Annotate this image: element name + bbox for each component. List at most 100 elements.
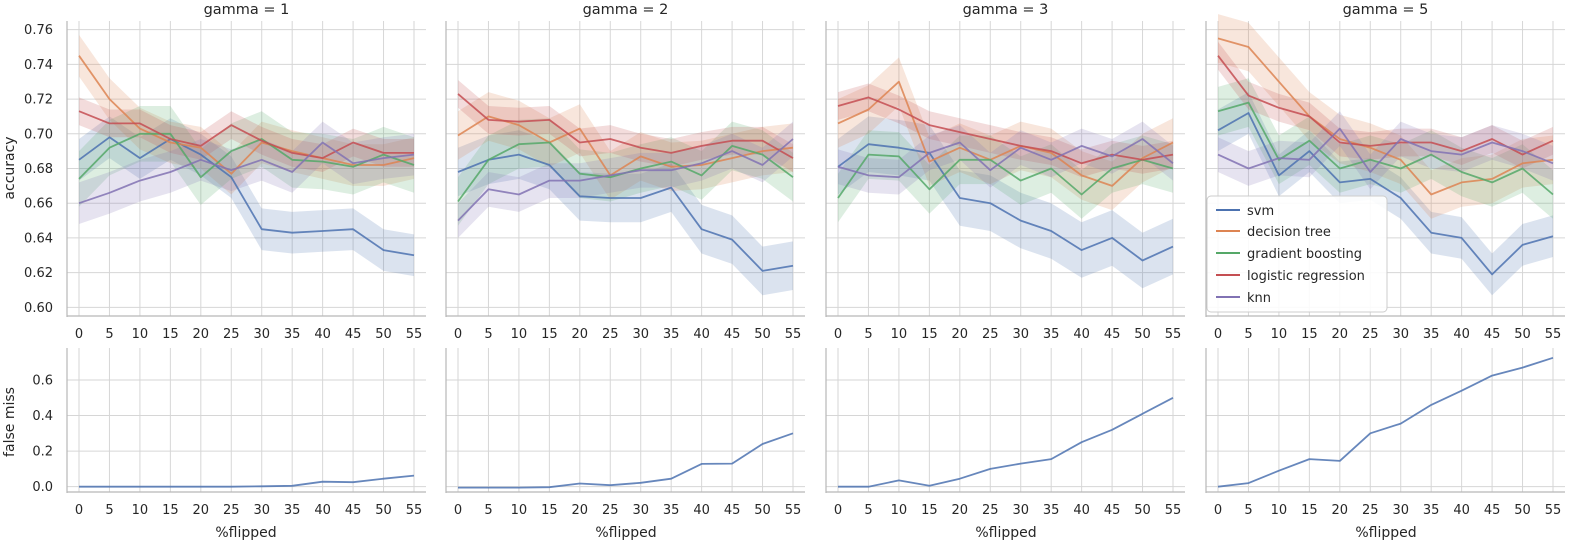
x-tick-label: 40: [314, 503, 331, 518]
x-tick-label: 50: [375, 503, 392, 518]
panel-title-3: gamma = 3: [963, 2, 1049, 18]
line-false-miss: [79, 474, 415, 488]
line-decision-tree: [457, 115, 794, 177]
x-tick-label: 15: [541, 503, 558, 518]
x-tick-label: 5: [105, 327, 113, 342]
x-tick-label: 40: [1453, 327, 1470, 342]
x-tick-label: 55: [406, 327, 423, 342]
line-logistic-regression: [78, 110, 414, 160]
x-tick-label: 15: [921, 327, 938, 342]
x-tick-label: 50: [754, 503, 771, 518]
top-panel-2: 0 5 10 15 20 25 30 35 40 45 50 55: [445, 21, 805, 342]
x-tick-label: 5: [105, 503, 113, 518]
band-logistic-regression: [458, 80, 793, 172]
line-decision-tree: [1217, 37, 1554, 196]
x-tick-label: 40: [314, 327, 331, 342]
line-logistic-regression: [1217, 55, 1554, 156]
y-tick-label: 0.66: [24, 197, 53, 212]
line-gradient-boosting: [78, 132, 415, 180]
x-tick-label: 5: [864, 327, 872, 342]
line-logistic-regression: [457, 93, 794, 159]
y-tick-label: 0.2: [32, 445, 53, 460]
false-miss-y-axis-label: false miss: [2, 387, 18, 457]
x-tick-label: 15: [1301, 503, 1318, 518]
bottom-panel-1: 0.0 0.2 0.4 0.6 0 5 10 15 20 25 30 35 40 45 50 55: [32, 348, 426, 518]
y-tick-label: 0.64: [24, 231, 53, 246]
x-tick-label: 35: [663, 327, 680, 342]
x-tick-label: 25: [223, 503, 240, 518]
legend-box: [1206, 195, 1388, 313]
x-tick-label: 45: [345, 327, 362, 342]
x-tick-label: 25: [223, 327, 240, 342]
x-tick-label: 40: [1453, 503, 1470, 518]
x-tick-label: 35: [284, 503, 301, 518]
y-tick-label: 0.72: [24, 93, 53, 108]
x-tick-label: 55: [406, 503, 423, 518]
x-tick-label: 5: [1244, 503, 1252, 518]
legend-label-decision-tree: decision tree: [1247, 225, 1331, 240]
line-knn: [1217, 127, 1554, 173]
top-panel-3: 0 5 10 15 20 25 30 35 40 45 50 55: [825, 21, 1185, 342]
x-tick-label: 15: [541, 327, 558, 342]
x-tick-label: 50: [1134, 503, 1151, 518]
band-svm: [458, 130, 793, 296]
x-tick-label: 40: [1073, 327, 1090, 342]
x-tick-label: 25: [982, 503, 999, 518]
y-tick-label: 0.6: [32, 374, 53, 389]
bottom-panel-3: 0 5 10 15 20 25 30 35 40 45 50 55: [825, 348, 1185, 518]
x-tick-label: 10: [891, 327, 908, 342]
band-gradient-boosting: [79, 106, 414, 207]
x-tick-label: 55: [785, 327, 802, 342]
x-tick-label: 40: [1073, 503, 1090, 518]
x-tick-label: 20: [1332, 327, 1349, 342]
x-tick-label: 45: [1484, 503, 1501, 518]
x-tick-label: 35: [1423, 503, 1440, 518]
x-tick-label: 10: [511, 503, 528, 518]
x-tick-label: 30: [253, 327, 270, 342]
y-tick-label: 0.4: [32, 409, 53, 424]
legend-label-knn: knn: [1247, 291, 1271, 306]
x-tick-label: 5: [484, 327, 492, 342]
legend-label-gradient-boosting: gradient boosting: [1247, 247, 1362, 262]
line-knn: [457, 138, 794, 222]
x-tick-label: 10: [1271, 503, 1288, 518]
band-knn: [458, 121, 793, 238]
x-tick-label: 55: [1165, 503, 1182, 518]
y-tick-label: 0.68: [24, 162, 53, 177]
x-tick-label: 30: [253, 503, 270, 518]
x-tick-label: 0: [1214, 503, 1222, 518]
x-tick-label: 25: [1362, 327, 1379, 342]
x-tick-label: 30: [1392, 327, 1409, 342]
x-tick-label: 15: [921, 503, 938, 518]
x-tick-label: 25: [602, 503, 619, 518]
x-tick-label: 0: [75, 327, 83, 342]
legend-label-logistic-regression: logistic regression: [1247, 269, 1365, 284]
plot-area: gamma = 10.600.620.640.660.680.700.720.7…: [24, 2, 1565, 518]
x-tick-label: 35: [663, 503, 680, 518]
x-tick-label: 5: [1244, 327, 1252, 342]
x-tick-label: 15: [162, 503, 179, 518]
line-knn: [837, 138, 1174, 179]
x-tick-label: 55: [785, 503, 802, 518]
x-tick-label: 45: [724, 327, 741, 342]
band-decision-tree: [1218, 14, 1553, 219]
x-tick-label: 10: [132, 327, 149, 342]
x-tick-label: 45: [724, 503, 741, 518]
x-tick-label: 50: [754, 327, 771, 342]
line-false-miss: [1217, 356, 1554, 488]
x-tick-label: 35: [1043, 327, 1060, 342]
x-tick-label: 5: [484, 503, 492, 518]
x-tick-label: 30: [632, 503, 649, 518]
x-tick-label: 45: [1484, 327, 1501, 342]
x-tick-label: 20: [1332, 503, 1349, 518]
legend-label-svm: svm: [1247, 204, 1274, 219]
x-tick-label: 15: [162, 327, 179, 342]
x-tick-label: 30: [1012, 327, 1029, 342]
x-tick-label: 40: [693, 503, 710, 518]
y-tick-label: 0.70: [24, 127, 53, 142]
x-tick-label: 10: [891, 503, 908, 518]
x-tick-label: 20: [952, 503, 969, 518]
x-tick-label: 5: [864, 503, 872, 518]
x-tick-label: 15: [1301, 327, 1318, 342]
band-knn: [1218, 111, 1553, 190]
